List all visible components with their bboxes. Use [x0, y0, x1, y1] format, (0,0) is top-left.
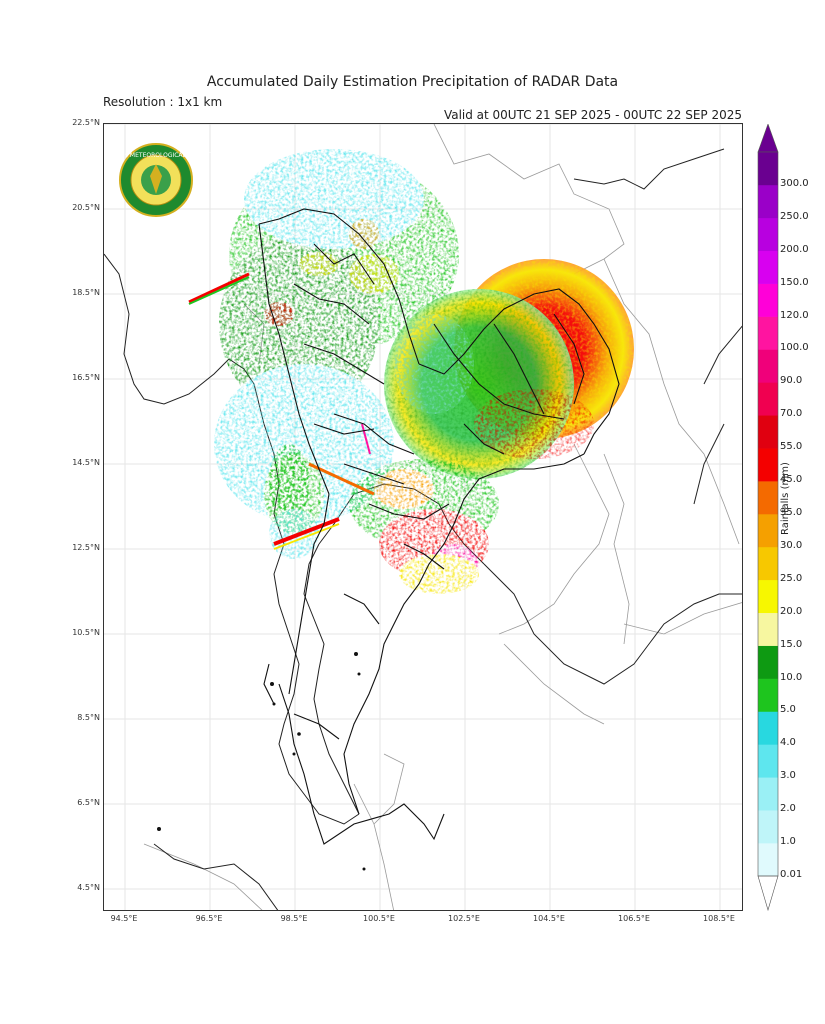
colorbar-tick-label: 4.0 [780, 737, 796, 749]
colorbar-tick-label: 70.0 [780, 408, 803, 420]
colorbar-tick-label: 30.0 [780, 539, 803, 551]
precip-central [349, 459, 499, 594]
resolution-label: Resolution : 1x1 km [103, 95, 223, 109]
colorbar-tick-label: 10.0 [780, 671, 803, 683]
lat-tick: 12.5°N [72, 543, 100, 552]
colorbar-tick-label: 35.0 [780, 507, 803, 518]
colorbar-tick-label: 5.0 [780, 704, 796, 716]
lat-tick: 18.5°N [72, 288, 100, 297]
colorbar-bin [758, 415, 778, 449]
colorbar-tick-label: 150.0 [780, 276, 809, 288]
colorbar-bin [758, 316, 778, 350]
lat-tick: 10.5°N [72, 628, 100, 637]
colorbar-bin [758, 481, 778, 515]
precip-colorbar [757, 124, 779, 912]
colorbar-bin [758, 843, 778, 877]
lon-tick: 94.5°E [110, 914, 138, 923]
colorbar-bin [758, 514, 778, 548]
colorbar-bin [758, 349, 778, 383]
colorbar-bin [758, 810, 778, 844]
precip-west [269, 444, 319, 559]
colorbar-tick-label: 3.0 [780, 770, 796, 782]
colorbar-tick-label: 250.0 [780, 210, 809, 222]
colorbar-bin [758, 777, 778, 811]
colorbar-title: Rainfalls (mm) [780, 462, 791, 535]
colorbar-tick-label: 2.0 [780, 803, 796, 815]
lon-tick: 106.5°E [618, 914, 650, 923]
radar-streaks [188, 272, 375, 550]
islands [157, 652, 366, 871]
colorbar-tick-label: 90.0 [780, 375, 803, 387]
precip-north-highlights [264, 219, 399, 326]
colorbar-bin [758, 678, 778, 712]
colorbar-bin [758, 711, 778, 745]
lat-tick: 4.5°N [77, 883, 100, 892]
lon-tick: 108.5°E [703, 914, 735, 923]
colorbar-bin [758, 645, 778, 679]
radar-map: กรมอุตุนิยมวิทยา METEOROLOGICAL DEPARTME… [103, 123, 743, 911]
colorbar-bin [758, 152, 778, 186]
lat-tick: 22.5°N [72, 118, 100, 127]
chart-title: Accumulated Daily Estimation Precipitati… [206, 74, 619, 90]
lon-tick: 104.5°E [533, 914, 565, 923]
colorbar-bin [758, 382, 778, 416]
colorbar-tick-label: 100.0 [780, 342, 809, 354]
province-borders [258, 208, 620, 815]
colorbar-tick-label: 55.0 [780, 441, 803, 453]
valid-period-label: Valid at 00UTC 21 SEP 2025 - 00UTC 22 SE… [443, 108, 742, 122]
colorbar-bin [758, 744, 778, 778]
colorbar-tick-label: 300.0 [780, 177, 809, 189]
lon-tick: 100.5°E [363, 914, 395, 923]
map-canvas: กรมอุตุนิยมวิทยา METEOROLOGICAL DEPARTME… [104, 124, 742, 910]
colorbar-bin [758, 448, 778, 482]
colorbar-tick-label: 120.0 [780, 309, 809, 321]
colorbar-bin [758, 612, 778, 646]
colorbar-tick-label: 25.0 [780, 572, 803, 584]
tmd-logo: กรมอุตุนิยมวิทยา METEOROLOGICAL DEPARTME… [104, 143, 228, 217]
colorbar-bin [758, 546, 778, 581]
colorbar-bin [758, 217, 778, 252]
colorbar-tick-label: 0.01 [780, 869, 803, 880]
colorbar-tick-label: 15.0 [780, 638, 803, 650]
peninsula-outline [263, 663, 445, 845]
colorbar-tick-label: 45.0 [780, 474, 803, 486]
colorbar-bin [758, 283, 778, 317]
lat-tick: 8.5°N [77, 713, 100, 722]
colorbar-bin [758, 250, 778, 284]
colorbar-min-arrow [757, 875, 779, 912]
colorbar-tick-label: 1.0 [780, 836, 796, 848]
lon-tick: 98.5°E [280, 914, 308, 923]
lon-tick: 102.5°E [448, 914, 480, 923]
colorbar-bin [758, 184, 778, 219]
lon-tick: 96.5°E [195, 914, 223, 923]
lat-tick: 20.5°N [72, 203, 100, 212]
lat-tick: 6.5°N [77, 798, 100, 807]
colorbar-bin [758, 579, 778, 614]
lat-tick: 14.5°N [72, 458, 100, 467]
logo-text: กรมอุตุนิยมวิทยา METEOROLOGICAL DEPARTME… [104, 152, 228, 159]
lat-tick: 16.5°N [72, 373, 100, 382]
colorbar-frame [757, 151, 779, 877]
colorbar-tick-label: 200.0 [780, 243, 809, 255]
colorbar-max-arrow [757, 124, 779, 153]
colorbar-tick-label: 20.0 [780, 605, 803, 617]
